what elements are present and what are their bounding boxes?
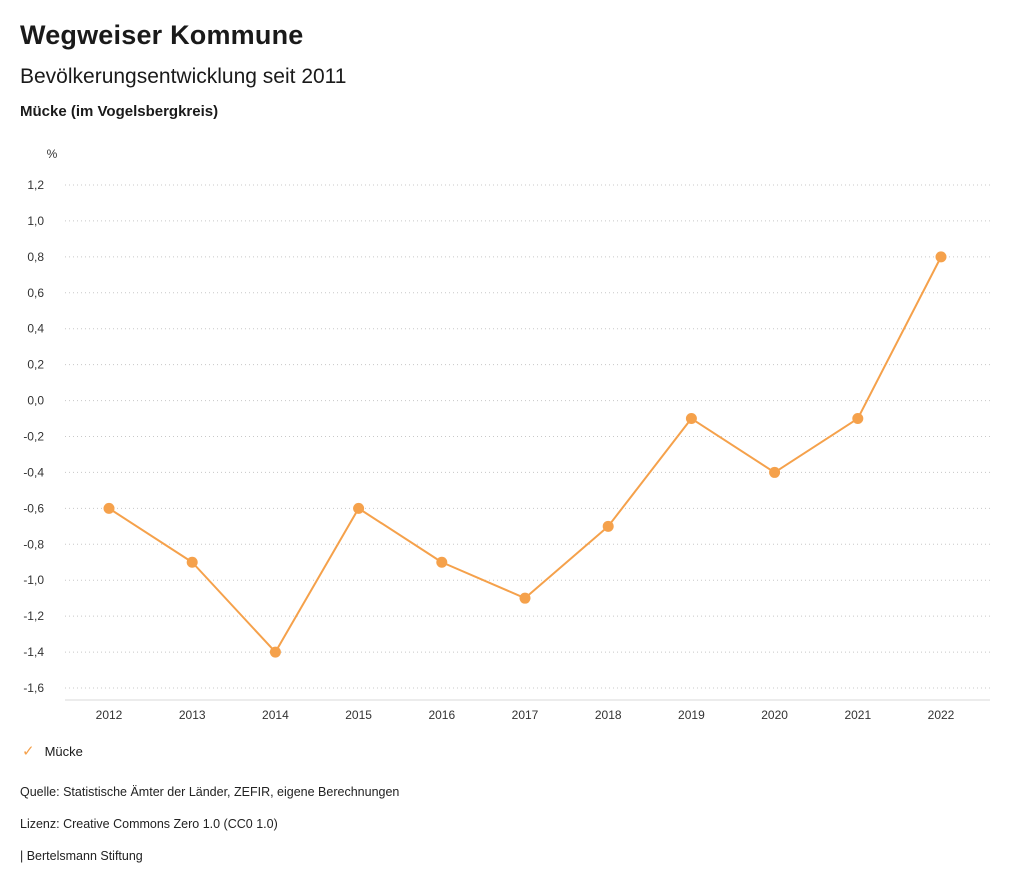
x-tick-label: 2020 [761, 708, 788, 722]
y-tick-label: -0,8 [23, 537, 44, 551]
x-tick-label: 2018 [595, 708, 622, 722]
y-tick-label: -1,6 [23, 681, 44, 695]
data-point[interactable] [935, 251, 947, 263]
y-tick-label: -1,4 [23, 645, 44, 659]
x-tick-label: 2016 [428, 708, 455, 722]
x-tick-label: 2014 [262, 708, 289, 722]
chart-footer: Quelle: Statistische Ämter der Länder, Z… [20, 785, 1000, 881]
data-point[interactable] [602, 520, 614, 532]
x-tick-label: 2013 [179, 708, 206, 722]
data-point[interactable] [519, 592, 531, 604]
y-tick-label: 0,2 [27, 358, 44, 372]
x-tick-label: 2021 [844, 708, 871, 722]
y-tick-label: 1,0 [27, 214, 44, 228]
x-tick-label: 2022 [928, 708, 955, 722]
legend-label: Mücke [44, 744, 83, 759]
data-point[interactable] [769, 466, 781, 478]
x-tick-label: 2012 [96, 708, 123, 722]
page-title: Wegweiser Kommune [20, 20, 304, 50]
x-tick-label: 2019 [678, 708, 705, 722]
y-tick-label: 0,0 [27, 394, 44, 408]
attribution-text: | Bertelsmann Stiftung [20, 849, 143, 863]
data-point[interactable] [685, 413, 697, 425]
data-point[interactable] [269, 646, 281, 658]
y-tick-label: -0,2 [23, 430, 44, 444]
y-axis-unit-label: % [47, 147, 58, 161]
y-tick-label: 0,6 [27, 286, 44, 300]
legend-item-muecke[interactable]: ✓ Mücke [22, 744, 83, 759]
data-point[interactable] [186, 556, 198, 568]
y-tick-label: -1,2 [23, 609, 44, 623]
legend-check-icon: ✓ [22, 743, 35, 760]
data-point[interactable] [852, 413, 864, 425]
line-chart: % 1,2 1,0 0,8 0,6 0,4 0,2 0,0 -0,2 -0,4 -0,6 -0,8 -1… [0, 140, 1024, 730]
data-point[interactable] [103, 502, 115, 514]
region-label: Mücke (im Vogelsbergkreis) [20, 103, 219, 120]
chart-subtitle: Bevölkerungsentwicklung seit 2011 [20, 65, 347, 88]
license-text: Lizenz: Creative Commons Zero 1.0 (CC0 1… [20, 817, 278, 831]
data-point[interactable] [353, 502, 365, 514]
y-tick-label: 0,8 [27, 250, 44, 264]
chart-header: Wegweiser Kommune Bevölkerungsentwicklun… [0, 0, 1024, 120]
y-tick-label: 0,4 [27, 322, 44, 336]
line-chart-svg: % 1,2 1,0 0,8 0,6 0,4 0,2 0,0 -0,2 -0,4 -0,6 -0,8 -1… [23, 147, 990, 722]
x-tick-label: 2017 [512, 708, 539, 722]
source-text: Quelle: Statistische Ämter der Länder, Z… [20, 785, 400, 799]
y-tick-label: -0,4 [23, 465, 44, 479]
y-tick-label: -1,0 [23, 573, 44, 587]
data-point[interactable] [436, 556, 448, 568]
x-tick-label: 2015 [345, 708, 372, 722]
y-tick-label: 1,2 [27, 178, 44, 192]
y-tick-label: -0,6 [23, 501, 44, 515]
